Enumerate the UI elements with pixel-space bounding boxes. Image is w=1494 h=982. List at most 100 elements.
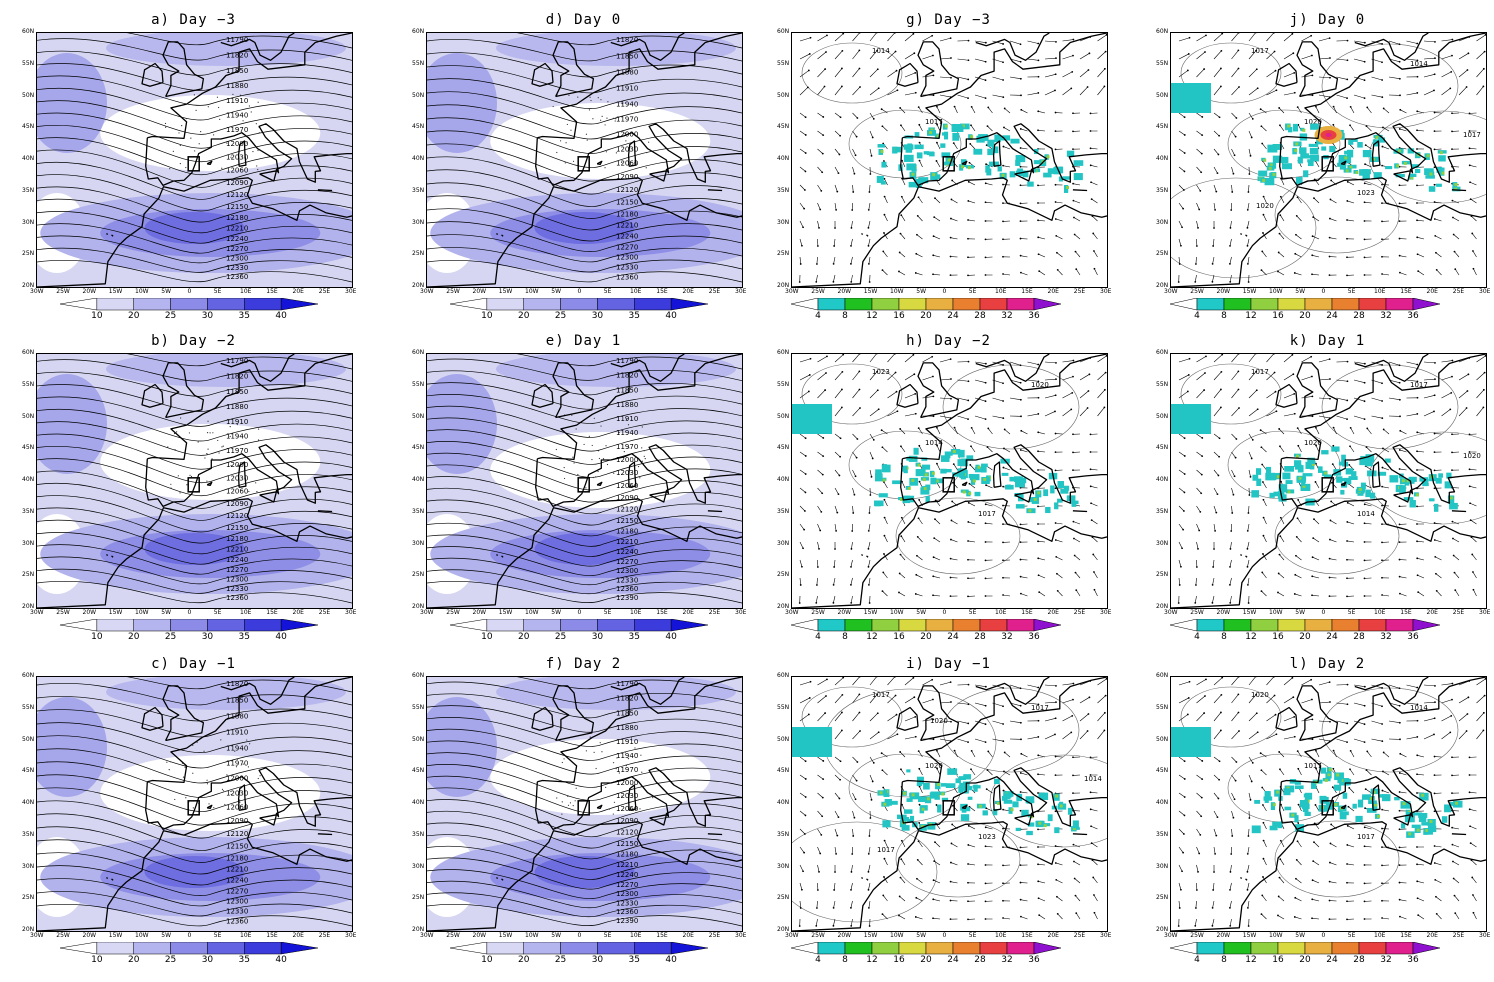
lat-tick-label: 45N (777, 767, 790, 775)
wind-vector (1279, 858, 1285, 866)
wind-vector (1248, 112, 1254, 120)
wind-vector (1055, 218, 1063, 222)
lon-tick-label: 15E (266, 932, 278, 939)
target-region-box (1321, 477, 1334, 493)
wind-vector (1418, 591, 1425, 597)
wind-vector (817, 68, 826, 78)
wind-vector (883, 232, 888, 240)
wind-vector (1453, 234, 1460, 240)
precip-cell (876, 175, 884, 183)
wind-vector (1003, 448, 1011, 453)
wind-vector (1371, 361, 1383, 366)
precip-cell (1351, 138, 1358, 142)
map-panel-k: 1017 1020 1014 1017 1020 (1170, 353, 1487, 609)
precip-cell (906, 457, 914, 461)
height-contour (427, 394, 742, 424)
height-contour (427, 717, 742, 747)
wind-vector (1195, 577, 1197, 586)
wind-vector (1318, 37, 1330, 42)
precip-cell (1025, 796, 1035, 804)
colorbar-swatch (450, 298, 488, 311)
wind-vector (1350, 750, 1355, 758)
wind-vector (957, 397, 969, 401)
wind-vector (1441, 376, 1453, 381)
precip-cell (1311, 781, 1317, 789)
precip-cell (1058, 176, 1063, 182)
precip-cell (1009, 171, 1016, 178)
wind-vector (1062, 55, 1074, 60)
wind-vector (1315, 160, 1320, 168)
wind-vector (1020, 916, 1028, 920)
precip-cell (1009, 476, 1015, 482)
lon-tick-label: 30W (30, 609, 44, 616)
wind-vector (939, 701, 951, 704)
wind-vector (1263, 858, 1267, 866)
colorbar-label: 32 (1380, 955, 1392, 965)
wind-vector (1178, 130, 1185, 136)
wind-vector (1266, 70, 1276, 78)
wind-vector (1079, 374, 1090, 381)
wind-vector (881, 752, 888, 758)
wind-vector (1406, 702, 1418, 705)
contour-label: 11910 (226, 418, 248, 426)
lat-tick-label: 60N (777, 349, 790, 356)
height-contour (37, 839, 352, 875)
contour-label: 12120 (616, 506, 638, 514)
wind-vector (1248, 732, 1258, 740)
wind-vector (1090, 181, 1098, 186)
lon-tick-label: 0 (577, 932, 582, 939)
wind-vector (1073, 861, 1081, 866)
precip-cell (1057, 498, 1063, 503)
colorbar-swatch (60, 298, 98, 311)
wind-vector (933, 899, 941, 902)
wind-vector (1283, 736, 1295, 740)
wind-vector (834, 810, 839, 818)
colorbar-label: 35 (628, 311, 640, 321)
wind-vector (1196, 756, 1203, 762)
wind-vector (1213, 184, 1217, 192)
wind-vector (1348, 806, 1355, 812)
wind-vector (799, 577, 802, 585)
wind-vector (1196, 828, 1201, 836)
precip-cell (952, 132, 960, 141)
wind-vector (817, 202, 821, 210)
wind-vector (1458, 53, 1469, 60)
wind-vector (1038, 863, 1046, 866)
contour-label: 12330 (616, 576, 638, 584)
panel-title: k) Day 1 (1289, 333, 1366, 349)
wind-vector (1044, 394, 1056, 399)
contour-label: 11940 (616, 100, 638, 108)
colorbar-swatch (486, 942, 524, 955)
colorbar-label: 8 (1221, 311, 1227, 321)
colorbar-label: 12 (1245, 955, 1257, 965)
height-contour (37, 568, 352, 594)
precip-cell (1066, 150, 1075, 157)
wind-vector (850, 559, 853, 567)
precip-cell (1294, 780, 1301, 785)
wind-vector (1382, 127, 1390, 132)
precip-cell (1414, 168, 1421, 174)
contour-label: 11880 (616, 724, 638, 732)
colorbar-swatch (597, 942, 635, 955)
contour-label: 12120 (226, 512, 248, 520)
wind-vector (1406, 58, 1418, 61)
wind-vector (1441, 683, 1453, 686)
wind-vector (817, 184, 822, 192)
lat-tick-label: 60N (1156, 28, 1169, 35)
wind-vector (882, 769, 888, 776)
wind-vector (1178, 828, 1185, 835)
wind-vector (988, 107, 993, 114)
wind-vector (1318, 94, 1330, 98)
wind-vector (887, 51, 896, 60)
wind-vector (1196, 864, 1199, 872)
wind-vector (1231, 50, 1239, 60)
wind-vector (1178, 681, 1190, 686)
wind-vector (974, 720, 986, 725)
contour-label: 11970 (226, 760, 248, 768)
map-panel-d: 11820 11850 11880 11910 11940 11970 12000 12030… (426, 32, 743, 288)
wind-vector (1178, 358, 1190, 363)
contour-label: 12120 (616, 186, 638, 194)
wind-vector (1057, 269, 1063, 276)
precip-cell (910, 815, 915, 822)
height-contour (427, 904, 742, 927)
